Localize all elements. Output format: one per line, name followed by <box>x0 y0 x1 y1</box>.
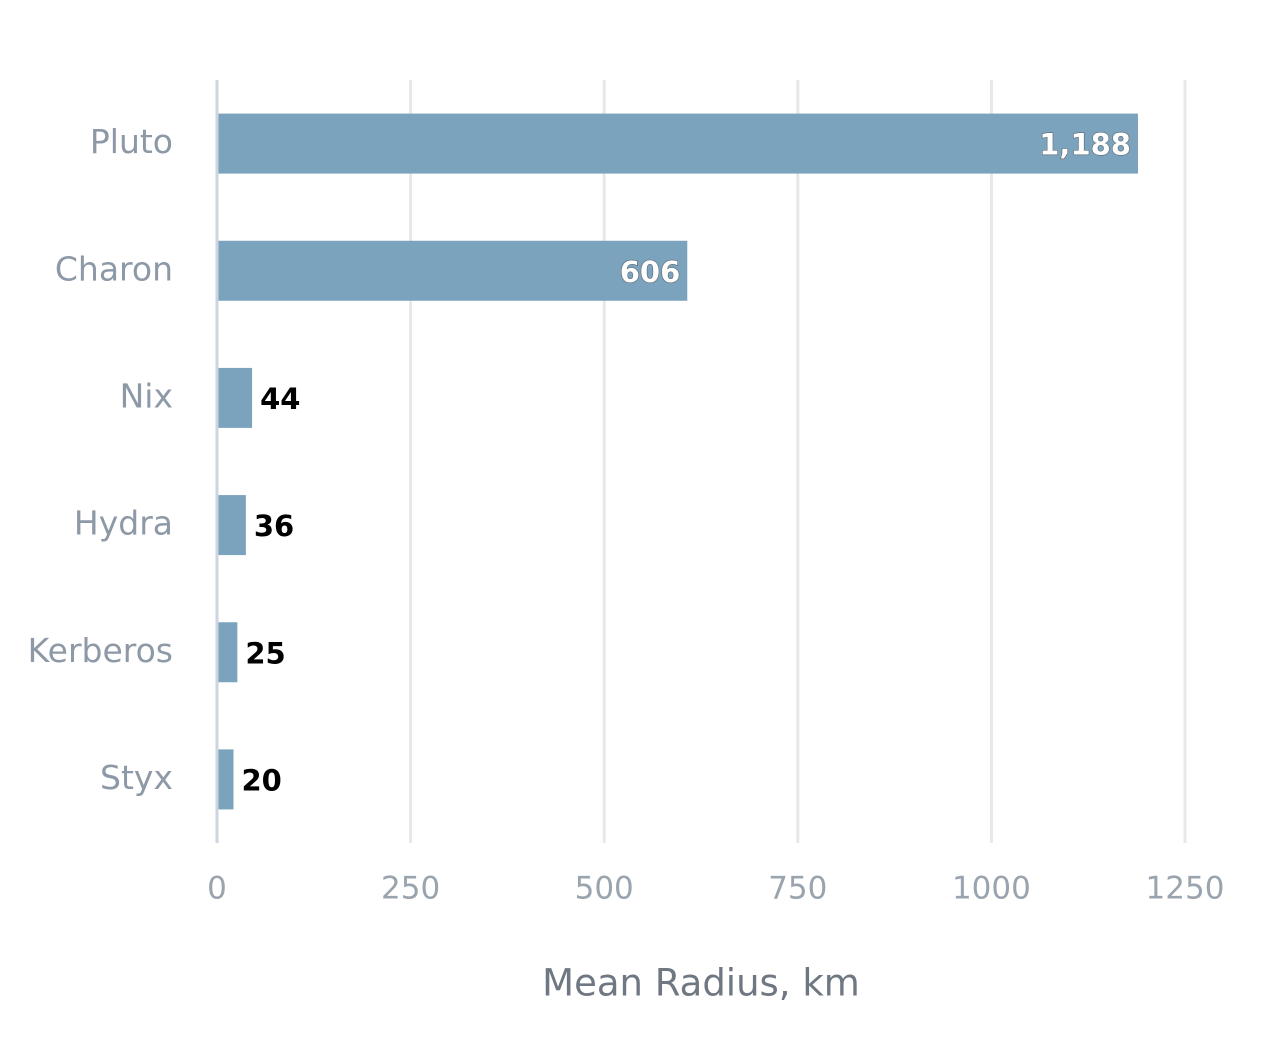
bar <box>218 113 1138 174</box>
x-axis-label: Mean Radius, km <box>542 962 860 1005</box>
bar <box>218 622 238 683</box>
value-label: 606 <box>620 255 681 289</box>
value-label: 25 <box>245 636 285 670</box>
x-tick-label: 1000 <box>952 871 1031 907</box>
bar <box>218 240 688 301</box>
bar <box>218 495 246 556</box>
x-tick-label: 0 <box>207 871 227 907</box>
y-tick-label: Hydra <box>74 504 173 543</box>
value-label: 44 <box>260 382 300 416</box>
value-label: 1,188 <box>1039 128 1131 162</box>
value-label: 20 <box>241 763 281 797</box>
bar <box>218 749 234 810</box>
y-tick-label: Charon <box>55 249 173 288</box>
value-label: 36 <box>254 509 294 543</box>
x-tick-label: 750 <box>768 871 827 907</box>
bar <box>218 367 253 428</box>
y-tick-label: Pluto <box>90 122 173 161</box>
x-tick-label: 500 <box>575 871 634 907</box>
x-tick-label: 1250 <box>1146 871 1225 907</box>
y-tick-label: Nix <box>120 376 173 415</box>
y-tick-label: Styx <box>100 758 173 797</box>
x-tick-label: 250 <box>381 871 440 907</box>
y-tick-label: Kerberos <box>28 631 173 670</box>
